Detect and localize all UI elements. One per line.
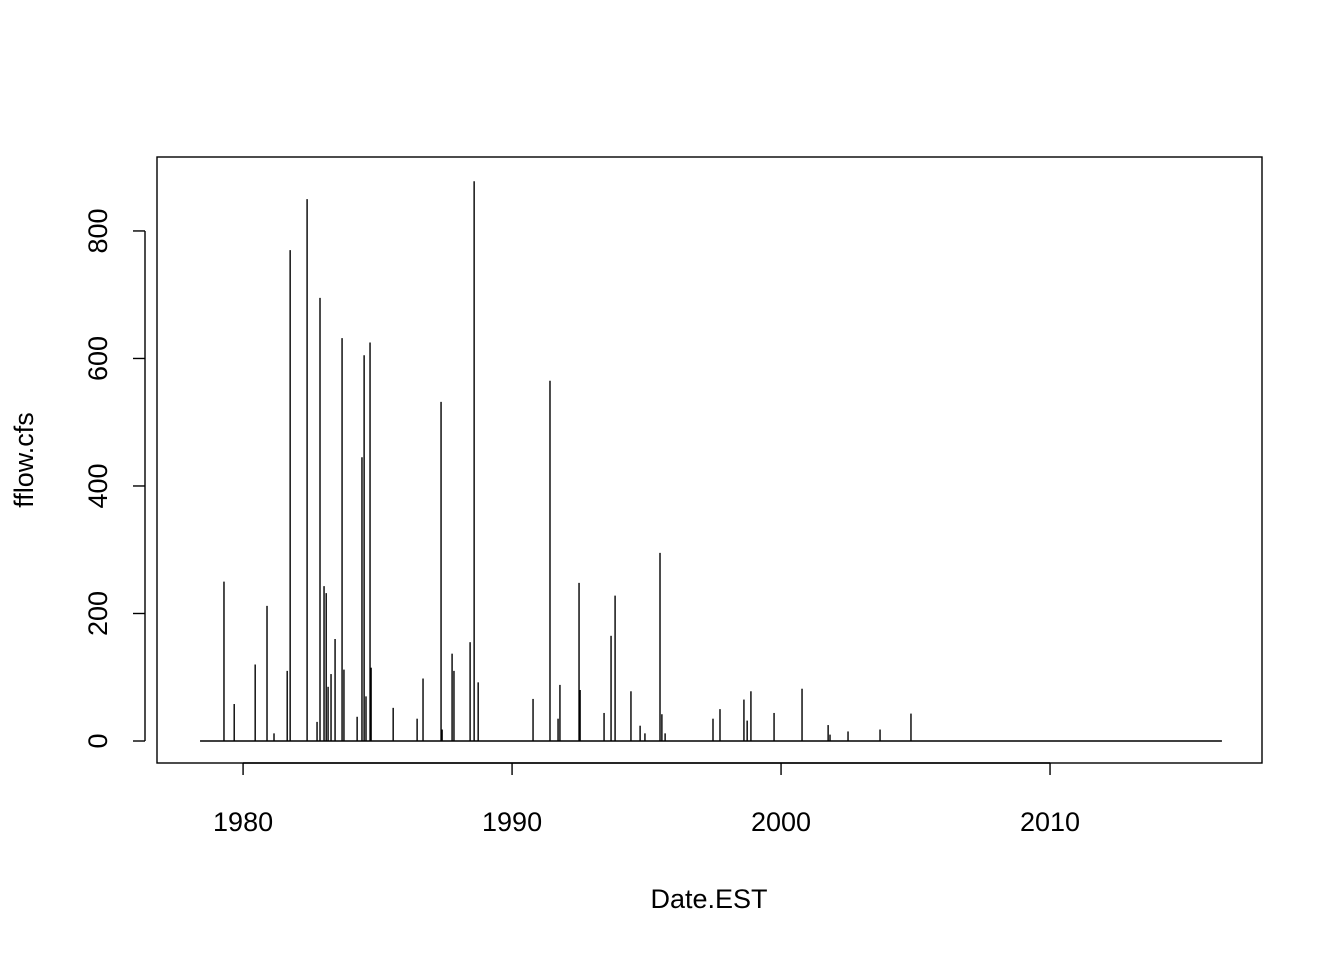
y-tick-label: 200 bbox=[83, 591, 113, 636]
y-tick-label: 800 bbox=[83, 208, 113, 253]
x-tick-label: 2010 bbox=[1020, 807, 1080, 837]
x-tick-label: 2000 bbox=[751, 807, 811, 837]
plot-frame bbox=[156, 156, 1263, 764]
y-tick-label: 400 bbox=[83, 463, 113, 508]
y-tick-label: 600 bbox=[83, 336, 113, 381]
y-tick-label: 0 bbox=[83, 733, 113, 748]
x-tick-label: 1980 bbox=[213, 807, 273, 837]
x-tick-label: 1990 bbox=[482, 807, 542, 837]
x-axis-label: Date.EST bbox=[650, 884, 767, 914]
y-axis-label: fflow.cfs bbox=[9, 412, 39, 508]
